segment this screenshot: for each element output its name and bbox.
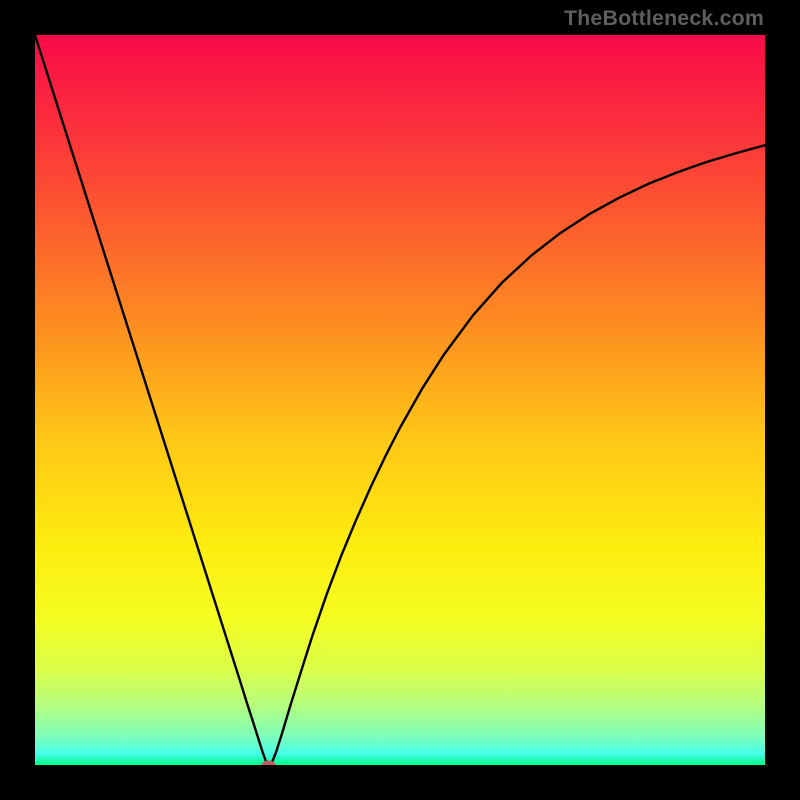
watermark-text: TheBottleneck.com [564,6,764,31]
gradient-background [35,35,765,765]
chart-frame: TheBottleneck.com [0,0,800,800]
plot-area [35,35,765,765]
bottleneck-chart [35,35,765,765]
